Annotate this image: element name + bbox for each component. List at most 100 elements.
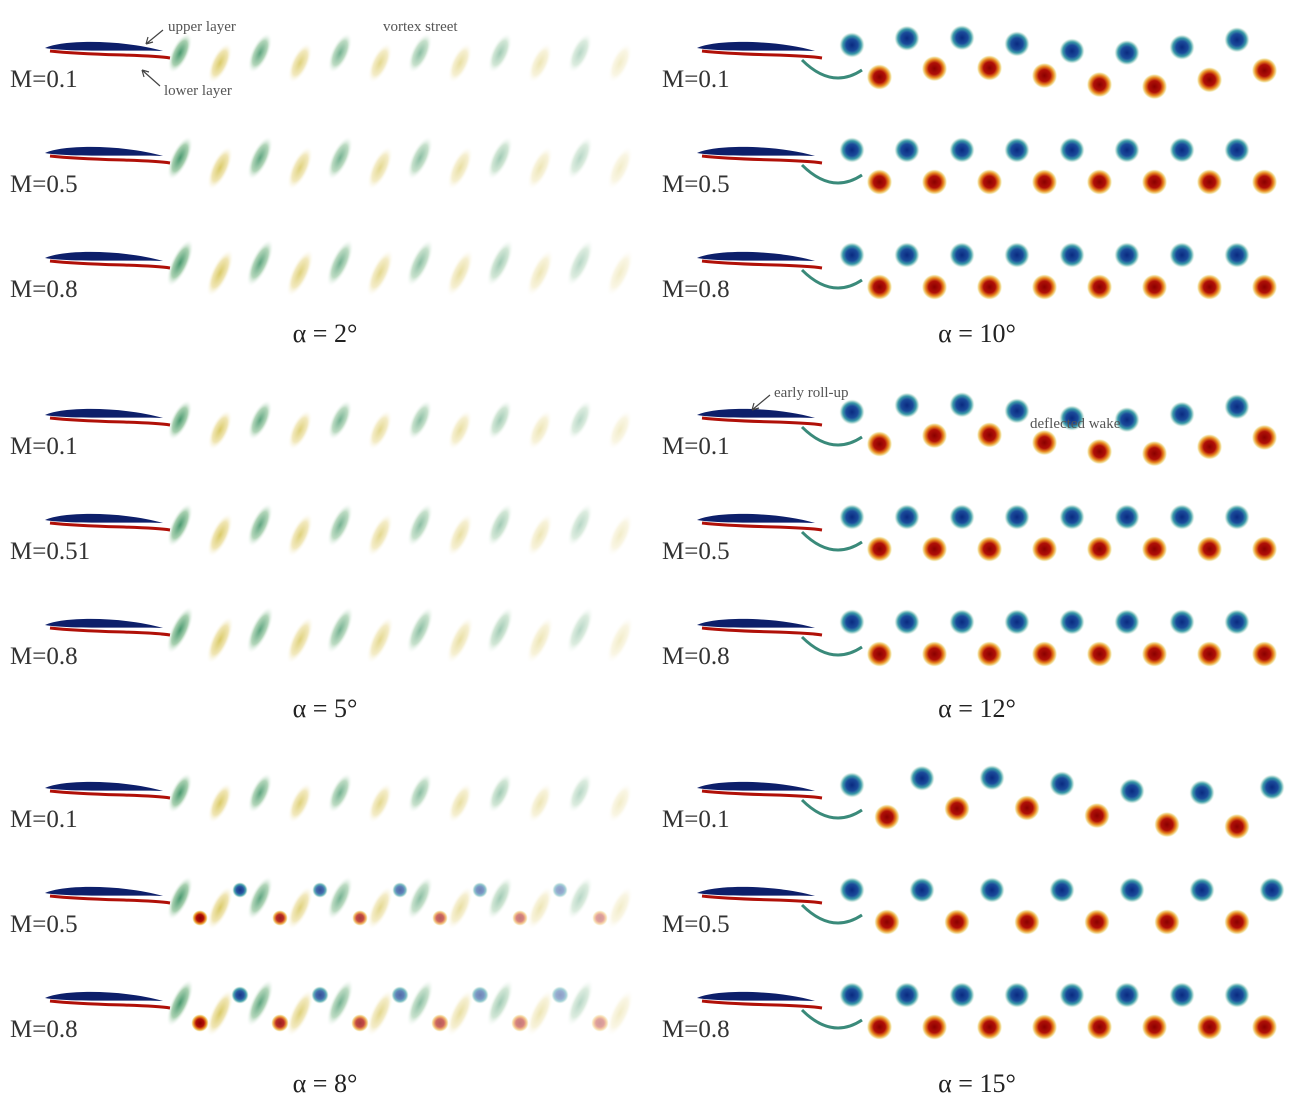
- airfoil-wake-lower: [49, 49, 171, 60]
- mach-label: M=0.8: [10, 1016, 78, 1043]
- vortex-core: [1259, 877, 1285, 903]
- vortex: [366, 616, 394, 664]
- vortex: [167, 32, 193, 74]
- vortex-core: [1059, 609, 1085, 635]
- vortex-core: [1114, 609, 1140, 635]
- airfoil-wake-lower: [701, 999, 823, 1010]
- caption: α = 5°: [293, 694, 358, 723]
- vortex: [247, 399, 273, 441]
- vortex-core: [894, 25, 920, 52]
- airfoil: [45, 618, 163, 628]
- vortex-core: [839, 609, 865, 635]
- vortex-core: [391, 986, 409, 1004]
- vortex-core: [1059, 405, 1085, 432]
- vortex-core: [1114, 406, 1140, 433]
- vortex-core: [592, 910, 608, 926]
- vortex-core: [866, 64, 893, 90]
- vortex-core: [1031, 1014, 1058, 1040]
- vortex-core: [1251, 424, 1278, 451]
- vortex: [206, 145, 234, 191]
- vortex-core: [1004, 397, 1030, 424]
- airfoil: [45, 513, 163, 523]
- vortex: [367, 782, 393, 824]
- vortex-core: [1169, 609, 1195, 635]
- mach-label: M=0.1: [662, 806, 730, 833]
- vortex-core: [1049, 770, 1075, 797]
- vortex-core: [1004, 982, 1030, 1008]
- vortex: [566, 979, 594, 1027]
- vortex: [246, 239, 274, 287]
- vortex: [487, 772, 513, 814]
- shear-layer: [800, 530, 863, 552]
- airfoil-wake-lower: [701, 259, 823, 270]
- flow-panel: M=0.5: [662, 504, 1278, 565]
- caption: α = 15°: [938, 1069, 1016, 1098]
- vortex-core: [1196, 641, 1223, 667]
- vortex: [206, 616, 234, 664]
- flow-panel: M=0.1: [10, 399, 633, 460]
- vortex: [167, 399, 193, 441]
- vortex-core: [1224, 813, 1250, 840]
- vortex: [207, 782, 233, 824]
- vortex: [286, 616, 314, 664]
- vortex: [166, 606, 194, 654]
- vortex-core: [1141, 73, 1168, 100]
- vortex-core: [921, 1014, 948, 1040]
- vortex-core: [839, 982, 865, 1008]
- mach-label: M=0.5: [10, 171, 78, 198]
- vortex-core: [839, 242, 865, 268]
- vortex: [606, 249, 634, 297]
- vortex-core: [874, 804, 900, 830]
- vortex-core: [1251, 57, 1278, 84]
- airfoil-wake-lower: [49, 894, 171, 905]
- vortex-core: [839, 32, 865, 58]
- vortex: [486, 979, 514, 1027]
- vortex: [166, 135, 194, 181]
- vortex-core: [1154, 811, 1180, 838]
- vortex-core: [894, 242, 920, 268]
- airfoil: [45, 251, 163, 261]
- vortex-core: [1004, 242, 1030, 268]
- vortex: [327, 399, 353, 441]
- vortex: [166, 979, 194, 1027]
- vortex-core: [1031, 274, 1058, 300]
- vortex-core: [1031, 169, 1058, 195]
- vortex-core: [976, 54, 1003, 81]
- flow-panel: M=0.8: [662, 242, 1278, 303]
- vortex: [366, 249, 394, 297]
- vortex-core: [1059, 982, 1085, 1008]
- vortex-core: [1114, 504, 1140, 530]
- shear-layer: [800, 903, 863, 925]
- flow-panel: M=0.51: [10, 502, 634, 565]
- vortex-core: [1059, 38, 1085, 65]
- annotation: vortex street: [383, 19, 458, 35]
- vortex-core: [1169, 242, 1195, 268]
- vortex: [326, 875, 354, 921]
- vortex-core: [894, 137, 920, 163]
- vortex-core: [976, 169, 1003, 195]
- vortex-core: [839, 877, 865, 903]
- vortex-core: [894, 504, 920, 530]
- vortex: [366, 885, 394, 931]
- vortex: [247, 32, 273, 74]
- mach-label: M=0.5: [662, 171, 730, 198]
- vortex-core: [1224, 137, 1250, 163]
- vortex: [167, 772, 193, 814]
- flow-panel: M=0.5: [662, 877, 1285, 938]
- vortex-core: [949, 504, 975, 530]
- flow-panel: M=0.1: [662, 391, 1278, 467]
- vortex-core: [1114, 982, 1140, 1008]
- airfoil-wake-lower: [701, 49, 823, 60]
- vortex: [406, 875, 434, 921]
- vortex: [446, 249, 474, 297]
- airfoil-wake-lower: [701, 521, 823, 532]
- vortex: [527, 42, 553, 84]
- vortex-core: [1059, 504, 1085, 530]
- mach-label: M=0.8: [662, 1016, 730, 1043]
- vortex-core: [271, 1014, 289, 1032]
- airfoil-wake-lower: [49, 789, 171, 800]
- vortex: [206, 249, 234, 297]
- vortex: [606, 512, 634, 558]
- vortex: [447, 409, 473, 451]
